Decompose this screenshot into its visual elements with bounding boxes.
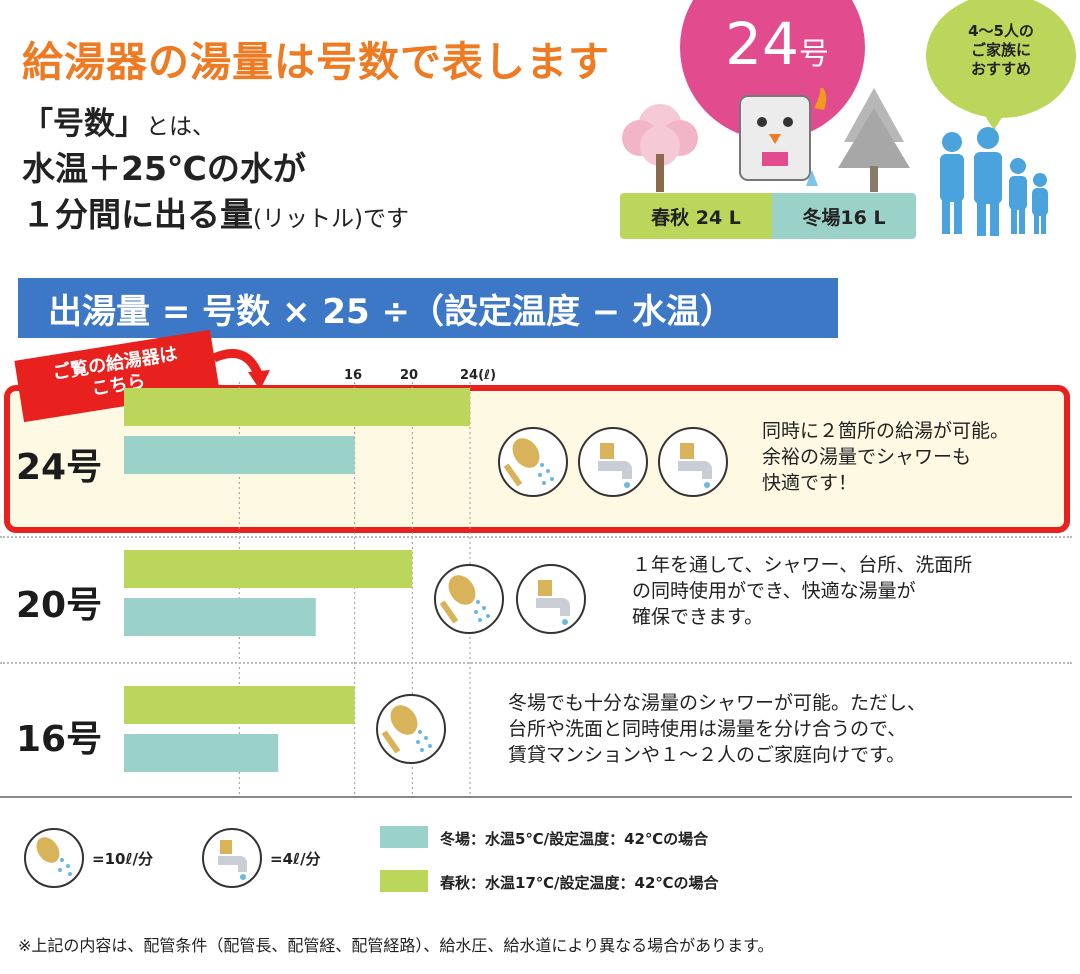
legend-spring-label: 春秋：水温17℃/設定温度：42℃の場合: [440, 874, 719, 892]
legend-shower-icon: [24, 828, 84, 888]
grade-label-24: 24号: [16, 447, 103, 488]
legend-shower-label: =10ℓ/分: [92, 850, 153, 868]
grade-label-16: 16号: [16, 719, 103, 760]
family-recommendation: 4～5人の ご家族に おすすめ: [968, 22, 1034, 78]
row-separator: [0, 662, 1072, 664]
season-illustration: [622, 88, 910, 192]
spring-autumn-flow: 春秋 24 L: [620, 193, 772, 239]
formula-banner: 出湯量 = 号数 × 25 ÷（設定温度 − 水温）: [18, 278, 838, 338]
winter-tree-icon: [838, 88, 910, 192]
description-16: 冬場でも十分な湯量のシャワーが可能。ただし、 台所や洗面と同時使用は湯量を分け合う…: [508, 692, 927, 766]
bubble-tail: [980, 108, 1008, 130]
bar-spring-1: [124, 550, 413, 588]
faucet-icon: [658, 427, 728, 497]
definition-line-3: １分間に出る量(リットル)です: [22, 195, 409, 234]
bar-winter-2: [124, 734, 279, 772]
legend-faucet-label: =4ℓ/分: [270, 850, 321, 868]
grade-badge: 24号: [725, 10, 829, 78]
cherry-tree-icon: [622, 104, 698, 192]
tick-24: 24(ℓ): [460, 368, 497, 383]
description-20: １年を通して、シャワー、台所、洗面所 の同時使用ができ、快適な湯量が 確保できます。: [632, 554, 973, 628]
bar-winter-1: [124, 598, 316, 636]
description-24: 同時に２箇所の給湯が可能。 余裕の湯量でシャワーも 快適です！: [762, 420, 1010, 494]
ribbon-arrow-icon: [212, 349, 270, 390]
shower-icon: [498, 427, 568, 497]
grade-label-20: 20号: [16, 585, 103, 626]
legend-faucet-icon: [202, 828, 262, 888]
season-flow-bar: 春秋 24 L 冬場16 L: [620, 193, 916, 239]
faucet-icon: [578, 427, 648, 497]
bar-winter-0: [124, 436, 355, 474]
shower-icon: [376, 694, 446, 764]
winter-flow: 冬場16 L: [772, 193, 916, 239]
legend-spring-swatch: [380, 870, 428, 892]
faucet-icon: [516, 564, 586, 634]
definition-line-2: 水温＋25℃の水が: [22, 149, 306, 188]
shower-icon: [434, 564, 504, 634]
chart-baseline: [0, 796, 1072, 798]
heater-icon: [739, 88, 827, 186]
tick-16: 16: [344, 368, 363, 383]
row-icons-20: [434, 564, 586, 634]
footnote: ※上記の内容は、配管条件（配管長、配管経、配管経路）、給水圧、給水道により異なる…: [18, 936, 774, 955]
bar-spring-0: [124, 388, 470, 426]
row-icons-16: [376, 694, 446, 764]
bar-spring-2: [124, 686, 355, 724]
page-title: 給湯器の湯量は号数で表します: [22, 38, 610, 86]
legend-winter-label: 冬場：水温5℃/設定温度：42℃の場合: [440, 830, 709, 848]
row-icons-24: [498, 427, 728, 497]
legend-winter-swatch: [380, 826, 428, 848]
row-separator: [0, 536, 1072, 538]
flow-rate-chart: [124, 382, 471, 796]
tick-20: 20: [400, 368, 419, 383]
definition-line-1: 「号数」とは、: [22, 106, 215, 142]
family-bubble: [926, 0, 1076, 118]
family-icon: [940, 127, 1048, 236]
